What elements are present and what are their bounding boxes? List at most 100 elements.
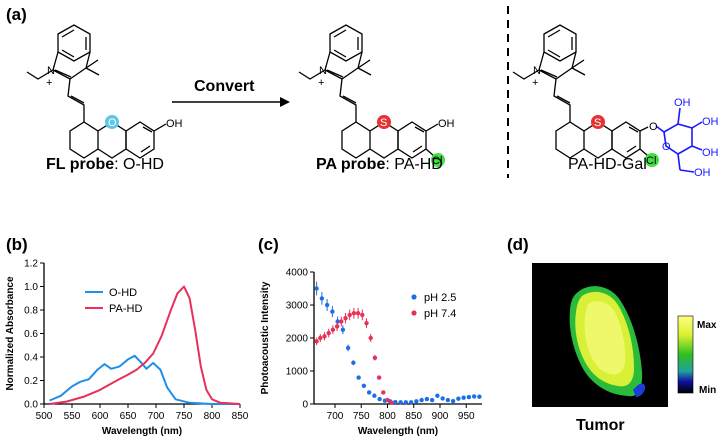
chlorine-highlight [431, 153, 445, 167]
galactose-unit [655, 107, 703, 173]
legend-swatch-ph-7-4 [411, 310, 417, 316]
data-point-ph-7-4 [318, 335, 323, 341]
data-point-ph-2-5 [429, 397, 435, 403]
y-tick-label: 4000 [286, 268, 309, 279]
data-point-ph-2-5 [361, 383, 367, 389]
molecule-o-hd: O N + OH [26, 24, 183, 159]
fl-probe-rest: : O-HD [114, 156, 164, 173]
y-tick-label: 0 [302, 400, 308, 411]
x-tick-label: 600 [92, 411, 109, 422]
y-tick-label: 0.6 [24, 329, 38, 340]
y-axis-title: Photoacoustic Intensity [260, 281, 271, 394]
y-axis-title: Normalized Absorbance [5, 276, 16, 391]
sulfur-highlight [591, 115, 605, 129]
atom-s: S [380, 117, 387, 129]
data-point-ph-7-4 [389, 400, 394, 405]
x-tick-label: 650 [120, 411, 137, 422]
y-tick-label: 3000 [286, 301, 309, 312]
data-point-ph-7-4 [343, 316, 348, 321]
atom-o-core: O [108, 117, 117, 129]
tumor-caption: Tumor [576, 417, 625, 434]
atom-oh-2: OH [702, 116, 719, 128]
data-point-ph-2-5 [419, 397, 424, 403]
data-point-ph-2-5 [366, 390, 372, 395]
series-line-pa-hd [49, 285, 241, 405]
data-point-ph-2-5 [450, 398, 456, 404]
x-tick-label: 500 [36, 411, 53, 422]
data-point-ph-7-4 [326, 330, 331, 336]
atom-oh-1: OH [674, 97, 691, 109]
data-point-ph-2-5 [351, 360, 356, 365]
y-tick-label: 0.2 [24, 376, 38, 387]
y-tick-label: 2000 [286, 334, 309, 345]
data-point-ph-2-5 [345, 345, 351, 351]
legend-label-ph-2-5: pH 2.5 [424, 292, 456, 304]
legend-swatch-ph-2-5 [411, 294, 417, 300]
data-point-ph-2-5 [445, 397, 451, 403]
data-point-ph-2-5 [356, 375, 361, 380]
legend-label-pa-hd: PA-HD [109, 303, 142, 315]
fl-probe-bold: FL probe [46, 156, 114, 173]
atom-n: N [47, 65, 55, 77]
y-tick-label: 1.0 [24, 282, 38, 293]
data-point-ph-7-4 [360, 312, 365, 318]
oxygen-highlight [105, 115, 119, 129]
data-point-ph-7-4 [372, 355, 378, 360]
data-point-ph-7-4 [385, 397, 390, 403]
tumor-signal [569, 286, 646, 397]
pa-probe-rest: : PA-HD [385, 156, 442, 173]
x-tick-label: 750 [353, 411, 370, 422]
data-point-ph-2-5 [471, 394, 477, 399]
colorbar-min-label: Min [699, 385, 716, 396]
data-point-ph-7-4 [339, 319, 344, 324]
molecule-pa-hd: S Cl N + OH [298, 24, 455, 167]
atom-o-link: O [649, 121, 658, 133]
data-point-ph-2-5 [461, 395, 466, 400]
data-point-ph-7-4 [351, 311, 357, 316]
data-point-ph-2-5 [330, 309, 335, 314]
atom-cl: Cl [646, 155, 656, 167]
panel-label-c: (c) [258, 235, 279, 254]
data-point-ph-7-4 [334, 324, 340, 329]
data-point-ph-7-4 [368, 335, 373, 341]
y-tick-label: 0.8 [24, 306, 38, 317]
y-tick-label: 1000 [286, 367, 309, 378]
atom-plus: + [532, 77, 538, 89]
fl-probe-caption: FL probe: O-HD [46, 156, 164, 173]
x-tick-label: 800 [379, 411, 396, 422]
atom-oh-4: OH [694, 167, 711, 179]
x-axis-title: Wavelength (nm) [102, 426, 182, 437]
y-tick-label: 0.4 [24, 353, 38, 364]
x-tick-label: 850 [232, 411, 249, 422]
y-tick-label: 0.0 [24, 400, 38, 411]
legend-label-ph-7-4: pH 7.4 [424, 308, 456, 320]
data-point-ph-7-4 [381, 390, 386, 395]
data-point-ph-2-5 [377, 396, 382, 402]
chlorine-highlight [645, 153, 659, 167]
atom-oh-3: OH [702, 147, 719, 159]
convert-arrow [172, 97, 290, 107]
x-tick-label: 750 [176, 411, 193, 422]
x-tick-label: 700 [148, 411, 165, 422]
panel-label-a: (a) [6, 5, 27, 24]
pa-probe-caption: PA probe: PA-HD [316, 156, 443, 173]
atom-n: N [319, 65, 327, 77]
data-point-ph-2-5 [408, 400, 414, 405]
data-point-ph-7-4 [376, 375, 382, 380]
legend-label-o-hd: O-HD [109, 287, 137, 299]
molecule-pa-hd-gal: S Cl N + O O OH OH OH OH [512, 24, 719, 179]
data-point-ph-7-4 [330, 327, 336, 332]
data-point-ph-2-5 [314, 286, 319, 291]
photoacoustic-chart: 700 750 800 850 900 950 0 1000 2000 3000 4000 Wavel… [260, 268, 482, 437]
data-point-ph-2-5 [398, 400, 403, 405]
data-point-ph-2-5 [403, 400, 409, 405]
atom-oh: OH [166, 118, 183, 130]
panel-label-b: (b) [6, 235, 28, 254]
data-point-ph-2-5 [414, 399, 419, 404]
atom-n: N [533, 65, 541, 77]
data-point-ph-2-5 [435, 393, 440, 398]
x-tick-label: 800 [204, 411, 221, 422]
atom-plus: + [318, 77, 324, 89]
panel-label-d: (d) [507, 235, 529, 254]
